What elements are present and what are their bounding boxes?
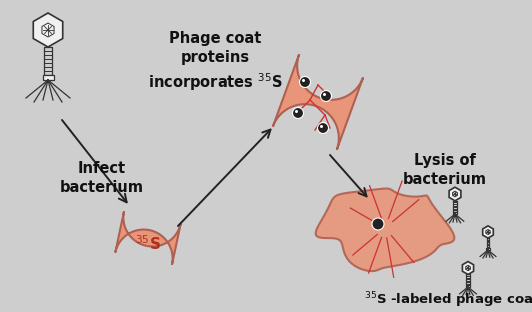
Polygon shape xyxy=(466,285,470,287)
Text: $^{35}$S -labeled phage coat: $^{35}$S -labeled phage coat xyxy=(364,290,532,310)
Polygon shape xyxy=(315,188,454,271)
Text: Phage coat
proteins
incorporates $^{35}$S: Phage coat proteins incorporates $^{35}$… xyxy=(148,31,282,93)
Polygon shape xyxy=(34,13,63,47)
Text: $^{35}$S: $^{35}$S xyxy=(135,235,161,253)
Polygon shape xyxy=(453,212,457,214)
Circle shape xyxy=(320,90,331,101)
Circle shape xyxy=(318,123,328,134)
Polygon shape xyxy=(115,212,181,265)
Polygon shape xyxy=(486,248,490,250)
Circle shape xyxy=(323,93,326,96)
Circle shape xyxy=(295,110,298,113)
Text: Infect
bacterium: Infect bacterium xyxy=(60,161,144,195)
Circle shape xyxy=(293,108,303,119)
Polygon shape xyxy=(273,54,363,150)
Circle shape xyxy=(320,125,323,128)
Polygon shape xyxy=(462,261,473,275)
Polygon shape xyxy=(483,226,493,238)
Polygon shape xyxy=(449,187,461,201)
Text: Lysis of
bacterium: Lysis of bacterium xyxy=(403,153,487,187)
Circle shape xyxy=(372,218,384,230)
Circle shape xyxy=(302,79,305,82)
Polygon shape xyxy=(43,75,54,80)
Circle shape xyxy=(300,76,311,87)
